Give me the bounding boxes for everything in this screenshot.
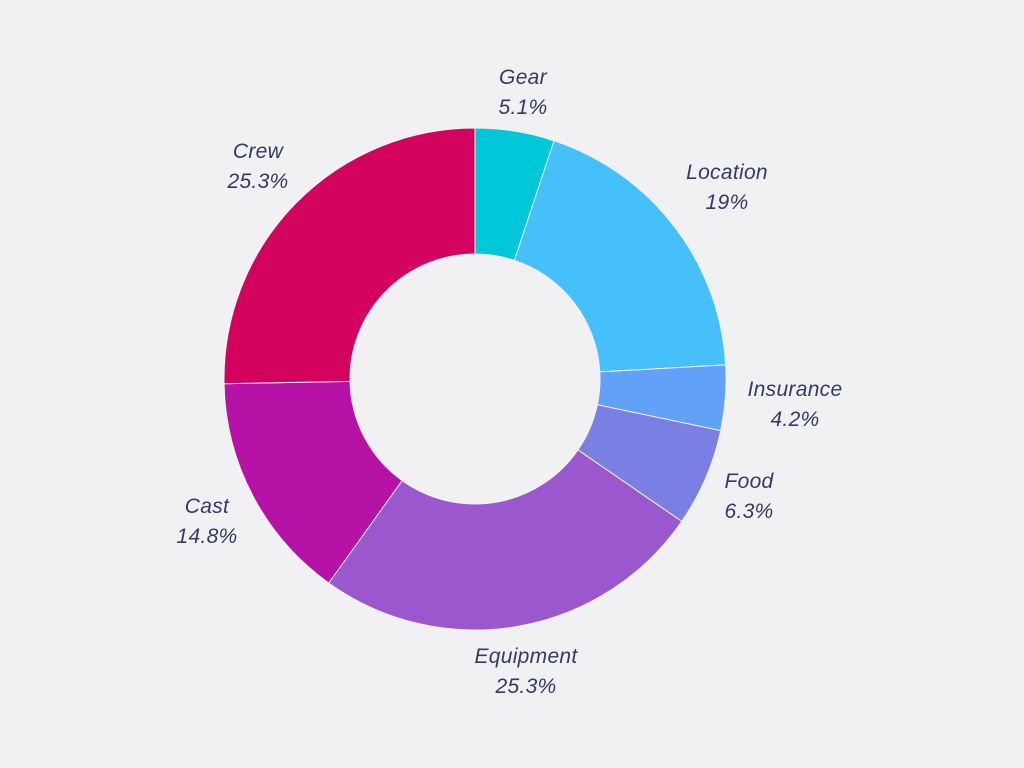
slice-location[interactable] (513, 140, 727, 373)
slice-cast[interactable] (223, 380, 403, 584)
slice-equipment[interactable] (328, 449, 683, 631)
slice-crew[interactable] (223, 127, 476, 385)
